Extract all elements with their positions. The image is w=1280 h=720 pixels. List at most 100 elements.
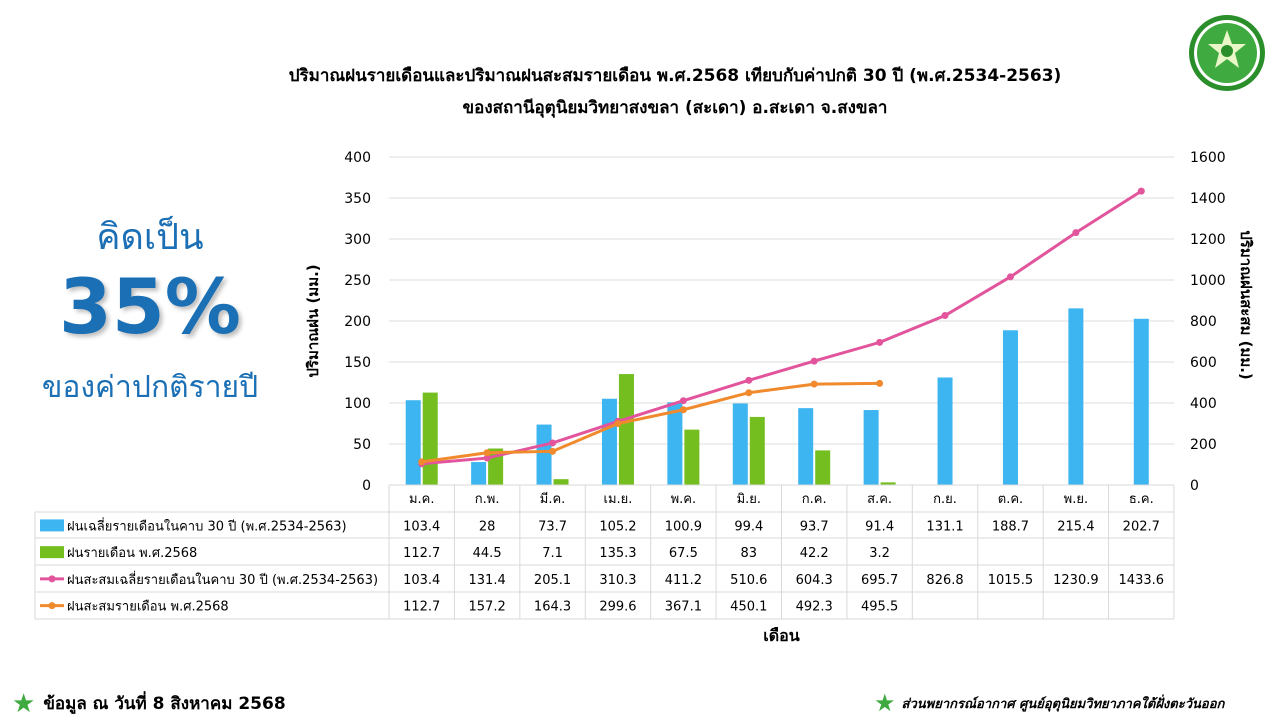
data-label: 28 xyxy=(479,519,496,534)
x-tick-label: เม.ย. xyxy=(604,492,633,507)
y2-tick-label: 1600 xyxy=(1190,150,1226,166)
x-axis-title: เดือน xyxy=(763,626,799,645)
y2-tick-label: 400 xyxy=(1190,396,1217,412)
data-label: 1230.9 xyxy=(1053,573,1099,588)
x-tick-label: มิ.ย. xyxy=(737,492,761,507)
data-label: 100.9 xyxy=(665,519,702,534)
bar-normal-monthly xyxy=(471,462,487,485)
data-label: 112.7 xyxy=(403,600,440,615)
x-tick-label: พ.ค. xyxy=(671,492,697,507)
y-tick-label: 250 xyxy=(344,273,371,289)
x-tick-label: ก.ค. xyxy=(802,492,827,507)
y-axis-title: ปริมาณฝน (มม.) xyxy=(304,264,322,377)
x-tick-label: ก.พ. xyxy=(475,492,500,507)
x-tick-label: มี.ค. xyxy=(540,491,566,507)
star-icon: ★ xyxy=(12,688,36,719)
normal-cumulative-point xyxy=(941,312,949,320)
cumulative-2568-point xyxy=(745,389,753,397)
data-label: 510.6 xyxy=(730,573,767,588)
normal-cumulative-point xyxy=(1006,273,1014,281)
y2-tick-label: 600 xyxy=(1190,355,1217,371)
legend-key-bar xyxy=(40,519,64,532)
normal-cumulative-point xyxy=(1072,229,1080,237)
data-label: 492.3 xyxy=(796,600,833,615)
x-tick-label: ธ.ค. xyxy=(1129,492,1154,507)
cumulative-2568-point xyxy=(810,380,818,388)
bar-normal-monthly xyxy=(601,398,617,485)
agency-credit-text: ส่วนพยากรณ์อากาศ ศูนย์อุตุนิยมวิทยาภาคใต… xyxy=(901,696,1225,712)
data-label: 112.7 xyxy=(403,546,440,561)
bar-normal-monthly xyxy=(536,424,552,485)
bar-normal-monthly xyxy=(1002,330,1018,485)
data-label: 411.2 xyxy=(665,573,702,588)
data-label: 83 xyxy=(741,546,758,561)
bar-monthly-2568 xyxy=(553,479,569,485)
data-label: 131.4 xyxy=(469,573,506,588)
cumulative-2568-line xyxy=(421,381,880,464)
data-label: 157.2 xyxy=(469,600,506,615)
legend-key-bar xyxy=(40,546,64,559)
data-label: 73.7 xyxy=(538,519,567,534)
data-label: 103.4 xyxy=(403,519,440,534)
percent-caption-top: คิดเป็น xyxy=(96,217,204,258)
normal-cumulative-line xyxy=(421,189,1143,466)
data-label: 495.5 xyxy=(861,600,898,615)
y2-tick-label: 1200 xyxy=(1190,232,1226,248)
y2-tick-label: 200 xyxy=(1190,437,1217,453)
y-tick-label: 350 xyxy=(344,191,371,207)
meteorological-department-seal-icon xyxy=(1188,14,1266,92)
data-label: 135.3 xyxy=(599,546,636,561)
bar-normal-monthly xyxy=(405,400,421,485)
data-label: 450.1 xyxy=(730,600,767,615)
legend-key-point xyxy=(48,602,56,610)
data-date-note: ★ ข้อมูล ณ วันที่ 8 สิงหาคม 2568 xyxy=(12,690,286,717)
bar-monthly-2568 xyxy=(880,482,896,485)
bar-normal-monthly xyxy=(1133,318,1149,485)
data-label: 205.1 xyxy=(534,573,571,588)
bar-monthly-2568 xyxy=(618,374,634,485)
cumulative-2568-point xyxy=(418,458,426,466)
data-label: 7.1 xyxy=(542,546,563,561)
data-label: 310.3 xyxy=(599,573,636,588)
data-label: 3.2 xyxy=(869,546,890,561)
cumulative-2568-point xyxy=(876,379,884,387)
data-label: 695.7 xyxy=(861,573,898,588)
data-label: 202.7 xyxy=(1123,519,1160,534)
data-label: 1015.5 xyxy=(988,573,1034,588)
bar-normal-monthly xyxy=(863,410,879,485)
data-label: 1433.6 xyxy=(1119,573,1165,588)
data-date-text: ข้อมูล ณ วันที่ 8 สิงหาคม 2568 xyxy=(43,694,286,714)
data-label: 188.7 xyxy=(992,519,1029,534)
bar-normal-monthly xyxy=(798,408,814,485)
y2-tick-label: 1400 xyxy=(1190,191,1226,207)
y-tick-label: 300 xyxy=(344,232,371,248)
bar-monthly-2568 xyxy=(684,429,700,485)
bar-monthly-2568 xyxy=(815,450,831,485)
data-label: 44.5 xyxy=(473,546,502,561)
legend-label: ฝนรายเดือน พ.ศ.2568 xyxy=(67,545,197,561)
x-tick-label: ม.ค. xyxy=(409,492,435,507)
bar-normal-monthly xyxy=(732,403,748,485)
normal-cumulative-point xyxy=(679,397,687,405)
data-label: 67.5 xyxy=(669,546,698,561)
y-tick-label: 100 xyxy=(344,396,371,412)
bar-monthly-2568 xyxy=(422,392,438,485)
y2-axis-title: ปริมาณฝนสะสม (มม.) xyxy=(1237,230,1255,380)
legend-key-point xyxy=(48,575,56,583)
normal-cumulative-point xyxy=(549,439,557,447)
y2-tick-label: 1000 xyxy=(1190,273,1226,289)
legend-label: ฝนเฉลี่ยรายเดือนในคาบ 30 ปี (พ.ศ.2534-25… xyxy=(67,517,347,534)
bar-monthly-2568 xyxy=(749,416,765,485)
x-tick-label: ส.ค. xyxy=(867,492,892,507)
data-label: 42.2 xyxy=(800,546,829,561)
data-label: 367.1 xyxy=(665,600,702,615)
x-tick-label: ก.ย. xyxy=(933,492,957,507)
y-tick-label: 200 xyxy=(344,314,371,330)
x-tick-label: ต.ค. xyxy=(998,492,1023,507)
normal-cumulative-point xyxy=(876,338,884,346)
x-tick-label: พ.ย. xyxy=(1064,492,1088,507)
percent-caption-bottom: ของค่าปกติรายปี xyxy=(41,370,259,405)
y-tick-label: 50 xyxy=(353,437,371,453)
chart-title-line2: ของสถานีอุตุนิยมวิทยาสงขลา (สะเดา) อ.สะเ… xyxy=(462,98,888,118)
